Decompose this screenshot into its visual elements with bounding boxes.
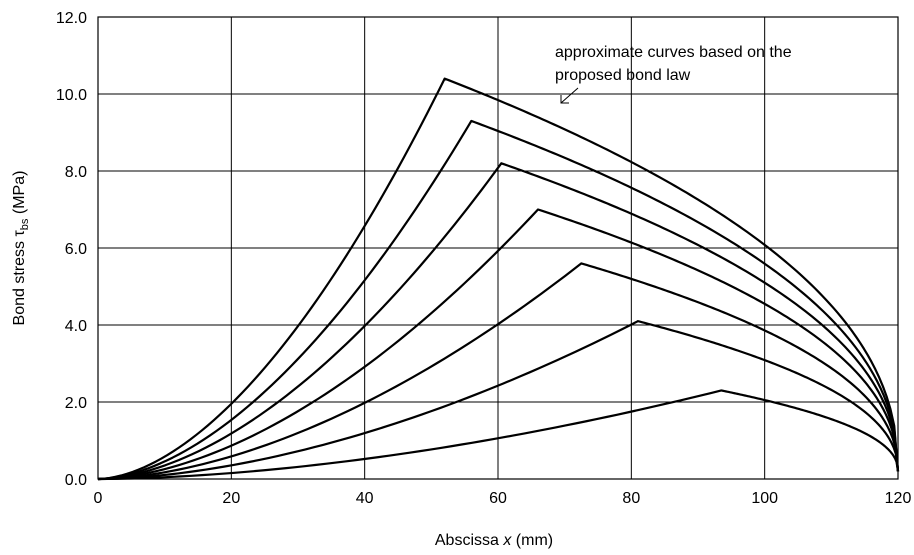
x-tick-label: 120 xyxy=(885,490,912,507)
bond-stress-curve-7 xyxy=(97,389,900,481)
bond-stress-curve-4 xyxy=(97,208,900,481)
y-tick-label: 8.0 xyxy=(65,164,87,181)
x-tick-labels: 0 20 40 60 80 100 120 xyxy=(94,490,912,507)
y-tick-label: 6.0 xyxy=(65,241,87,258)
bond-stress-curve-6 xyxy=(97,320,900,481)
x-tick-label: 0 xyxy=(94,490,103,507)
plot-frame xyxy=(97,16,899,480)
annotation-line-2: proposed bond law xyxy=(555,67,691,84)
y-tick-label: 4.0 xyxy=(65,318,87,335)
x-tick-label: 80 xyxy=(622,490,640,507)
y-tick-label: 2.0 xyxy=(65,395,87,412)
y-tick-label: 12.0 xyxy=(56,10,87,27)
x-axis-label: Abscissa x (mm) xyxy=(435,532,553,549)
bond-stress-curve-3 xyxy=(97,162,900,481)
x-tick-label: 60 xyxy=(489,490,507,507)
bond-stress-curve-2 xyxy=(97,119,900,481)
curves xyxy=(97,77,900,481)
grid xyxy=(97,16,899,480)
x-tick-label: 40 xyxy=(356,490,374,507)
x-tick-label: 100 xyxy=(751,490,778,507)
annotation-arrow xyxy=(560,87,579,104)
bond-stress-curve-5 xyxy=(97,262,900,481)
y-tick-label: 10.0 xyxy=(56,87,87,104)
annotation-line-1: approximate curves based on the xyxy=(555,44,792,61)
y-axis-label: Bond stress τbs (MPa) xyxy=(11,171,31,326)
y-tick-label: 0.0 xyxy=(65,472,87,489)
bond-stress-curve-1 xyxy=(97,77,900,481)
x-tick-label: 20 xyxy=(222,490,240,507)
y-tick-labels: 0.0 2.0 4.0 6.0 8.0 10.0 12.0 xyxy=(56,10,87,489)
